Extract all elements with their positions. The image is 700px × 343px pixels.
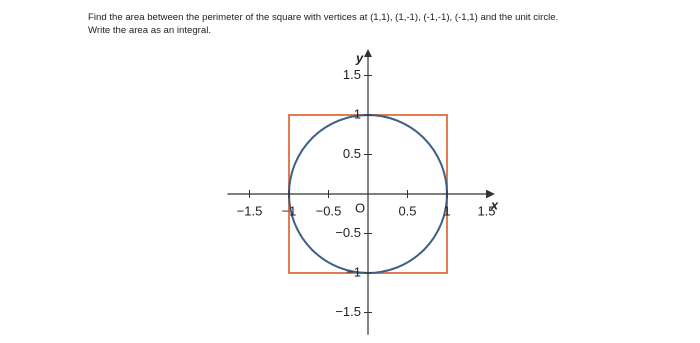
y-tick-label: −1 — [346, 264, 361, 279]
square — [288, 114, 448, 274]
x-tick-label: 0.5 — [398, 203, 416, 218]
x-axis-label: x — [490, 197, 499, 212]
x-tick-label: 1.5 — [477, 203, 495, 218]
x-tick-label: −1 — [282, 203, 297, 218]
x-tick-label: −1.5 — [237, 203, 263, 218]
x-arrow — [486, 190, 495, 198]
y-tick-label: −1.5 — [335, 304, 361, 319]
y-tick-label: 0.5 — [343, 146, 361, 161]
y-axis-label: y — [355, 50, 364, 65]
y-tick-label: −0.5 — [335, 225, 361, 240]
question-line: Write the area as an integral. — [88, 25, 212, 36]
y-tick-label: 1 — [354, 106, 361, 121]
y-arrow — [364, 48, 372, 57]
y-tick-label: 1.5 — [343, 67, 361, 82]
question-line: Find the area between the perimeter of t… — [88, 12, 559, 23]
x-tick-label: −0.5 — [316, 203, 342, 218]
x-tick-label: 1 — [443, 203, 450, 218]
origin-label: O — [355, 200, 365, 215]
